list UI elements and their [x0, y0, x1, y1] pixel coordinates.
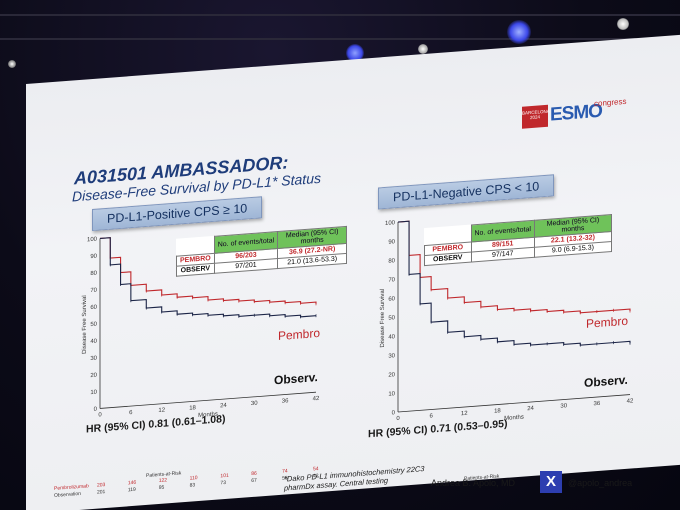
left-risk-value: 110: [189, 475, 198, 482]
left-x-tick-label: 30: [251, 401, 258, 408]
right-x-tick-label: 42: [627, 398, 634, 405]
right-y-axis-label: Disease Free Survival: [380, 289, 386, 348]
left-x-tick-label: 18: [189, 405, 196, 412]
right-risk-value: 34: [527, 484, 534, 492]
left-risk-value: 73: [220, 479, 226, 487]
left-risk-value: 119: [127, 486, 136, 494]
right-x-tick-label: 30: [560, 403, 567, 410]
left-y-tick-label: 60: [90, 305, 97, 312]
social-handle: @apolo_andrea: [568, 478, 633, 488]
right-risk-value: 31: [627, 470, 633, 477]
right-risk-value: 151: [395, 487, 404, 495]
left-risk-value: 101: [220, 472, 229, 480]
left-risk-value: 146: [127, 479, 137, 487]
x-social-icon: X: [540, 471, 562, 493]
right-y-tick-label: 90: [388, 239, 395, 246]
stage-light-blue: [507, 20, 531, 44]
left-y-tick-label: 10: [90, 390, 97, 397]
left-risk-value: 95: [158, 484, 165, 492]
left-y-tick-label: 30: [90, 356, 97, 363]
left-risk-value: 83: [189, 482, 196, 489]
stage-light-white: [8, 60, 16, 68]
left-curve-pembro: [100, 237, 317, 304]
right-y-tick-label: 40: [388, 334, 395, 341]
left-y-tick-label: 80: [90, 271, 97, 278]
left-y-tick-label: 90: [90, 254, 97, 261]
left-x-tick-label: 12: [158, 408, 165, 415]
right-risk-value: 41: [494, 487, 500, 494]
left-risk-value: 203: [97, 482, 106, 489]
left-risk-value: 67: [251, 477, 257, 485]
stage-light-white: [418, 44, 428, 54]
right-risk-value: 147: [395, 494, 404, 502]
right-y-tick-label: 60: [388, 296, 395, 303]
left-y-axis-label: Disease Free Survival: [82, 295, 88, 354]
right-y-tick-label: 70: [388, 277, 395, 284]
projection-screen: BARCELONA 2024 ESMO congress A031501 AMB…: [26, 34, 680, 510]
right-x-tick-label: 12: [461, 411, 468, 418]
right-y-tick-label: 100: [385, 220, 396, 227]
left-x-tick-label: 36: [282, 398, 289, 405]
right-y-tick-label: 0: [392, 410, 396, 416]
left-x-tick-label: 6: [129, 410, 133, 416]
stage-light-white: [617, 18, 629, 30]
left-risk-value: 86: [251, 470, 257, 478]
left-risk-value: 201: [97, 489, 106, 496]
right-y-tick-label: 50: [388, 315, 395, 322]
presenter-name: Andrea B. Apolo, MD: [431, 478, 516, 488]
right-risk-value: 58: [527, 477, 534, 485]
left-risk-value: 122: [158, 477, 168, 485]
left-y-tick-label: 40: [90, 339, 97, 346]
right-y-tick-label: 30: [388, 353, 395, 360]
right-risk-value: 79: [428, 492, 434, 499]
lighting-truss: [0, 38, 680, 40]
left-x-axis: [100, 391, 316, 409]
right-x-axis: [398, 394, 630, 413]
left-y-tick-label: 0: [94, 407, 98, 413]
right-x-tick-label: 0: [396, 416, 400, 422]
left-km-plot: 0 6 12 18 24 30 36 421009080706050403020100Mont…: [82, 220, 634, 422]
stage-light-blue: [346, 44, 364, 62]
left-x-tick-label: 0: [98, 412, 102, 418]
right-x-tick-label: 24: [527, 406, 534, 413]
left-y-tick-label: 20: [90, 373, 97, 380]
left-x-tick-label: 24: [220, 403, 227, 410]
left-x-axis-label: Months: [198, 412, 218, 419]
left-x-tick-label: 42: [313, 396, 320, 403]
right-x-tick-label: 36: [594, 401, 601, 408]
right-x-axis-label: Months: [504, 415, 524, 422]
right-x-tick-label: 18: [494, 408, 501, 415]
left-y-tick-label: 100: [87, 237, 98, 244]
right-y-tick-label: 20: [388, 372, 395, 379]
right-risk-label: Observation: [352, 496, 379, 505]
right-risk-label: Pembrolizumab: [352, 488, 387, 498]
right-y-tick-label: 10: [388, 391, 395, 398]
lighting-truss: [0, 14, 680, 16]
right-risk-value: 55: [461, 489, 467, 497]
right-y-tick-label: 80: [388, 258, 395, 265]
right-x-tick-label: 6: [429, 413, 433, 419]
left-y-tick-label: 70: [90, 288, 97, 295]
left-y-tick-label: 50: [90, 322, 97, 329]
row-arm-observ: OBSERV: [176, 263, 215, 277]
